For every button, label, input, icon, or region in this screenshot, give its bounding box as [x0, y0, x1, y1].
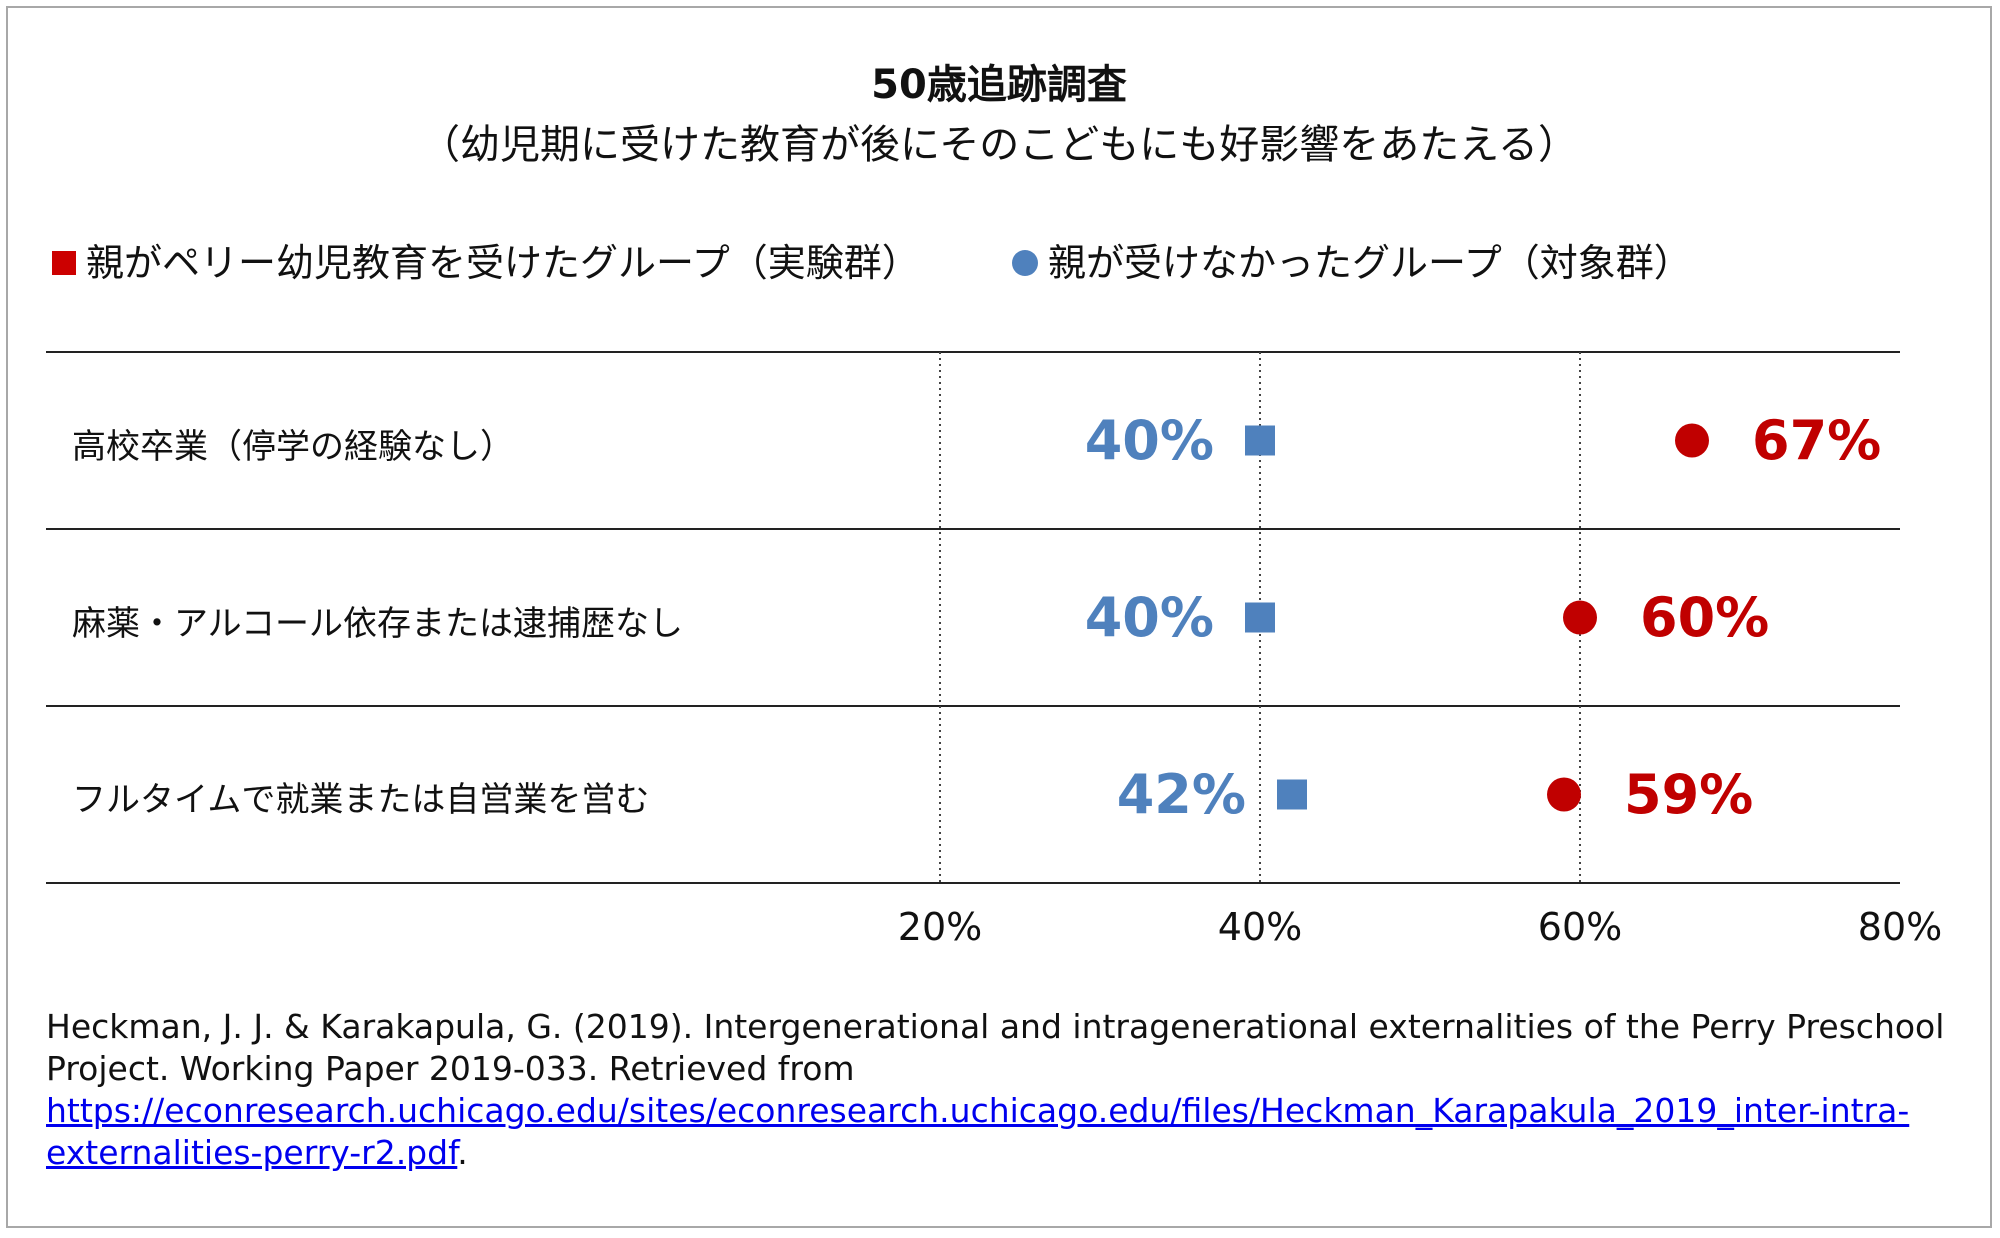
circle-point [1675, 423, 1709, 458]
citation-trailing: . [457, 1133, 468, 1172]
data-value-label: 40% [1084, 408, 1214, 472]
square-point [1245, 602, 1275, 633]
circle-point [1563, 600, 1597, 635]
citation-text: Heckman, J. J. & Karakapula, G. (2019). … [46, 1007, 1945, 1088]
citation: Heckman, J. J. & Karakapula, G. (2019). … [46, 1006, 1946, 1174]
x-tick-label: 80% [1857, 905, 1943, 949]
citation-link[interactable]: https://econresearch.uchicago.edu/sites/… [46, 1091, 1910, 1172]
data-marks [1245, 423, 1709, 812]
legend-label-experimental: 親がペリー幼児教育を受けたグループ（実験群） [86, 241, 920, 285]
square-point [1277, 779, 1307, 810]
legend-item-experimental: 親がペリー幼児教育を受けたグループ（実験群） [52, 238, 920, 288]
x-tick-label: 20% [897, 905, 983, 949]
chart-title: 50歳追跡調査 [871, 62, 1127, 108]
legend-label-control: 親が受けなかったグループ（対象群） [1048, 241, 1692, 285]
data-value-label: 42% [1116, 762, 1246, 826]
category-label-employment: フルタイムで就業または自営業を営む [72, 780, 650, 820]
data-value-label: 40% [1084, 585, 1214, 649]
legend-item-control: 親が受けなかったグループ（対象群） [1012, 238, 1692, 288]
blue-circle-legend-icon [1012, 249, 1038, 276]
chart-frame: 50歳追跡調査 （幼児期に受けた教育が後にそのこどもにも好影響をあたえる） [6, 6, 1992, 1228]
category-label-no-addiction: 麻薬・アルコール依存または逮捕歴なし [72, 604, 683, 644]
data-value-label: 60% [1640, 585, 1770, 649]
category-label-highschool: 高校卒業（停学の経験なし） [72, 427, 514, 467]
circle-point [1547, 777, 1581, 812]
data-value-label: 67% [1752, 408, 1882, 472]
row-separators [46, 351, 1900, 884]
data-value-label: 59% [1624, 762, 1754, 826]
square-point [1245, 425, 1275, 456]
x-tick-label: 60% [1537, 905, 1623, 949]
red-square-legend-icon [52, 250, 76, 275]
x-tick-label: 40% [1217, 905, 1303, 949]
chart-subtitle: （幼児期に受けた教育が後にそのこどもにも好影響をあたえる） [420, 122, 1578, 168]
